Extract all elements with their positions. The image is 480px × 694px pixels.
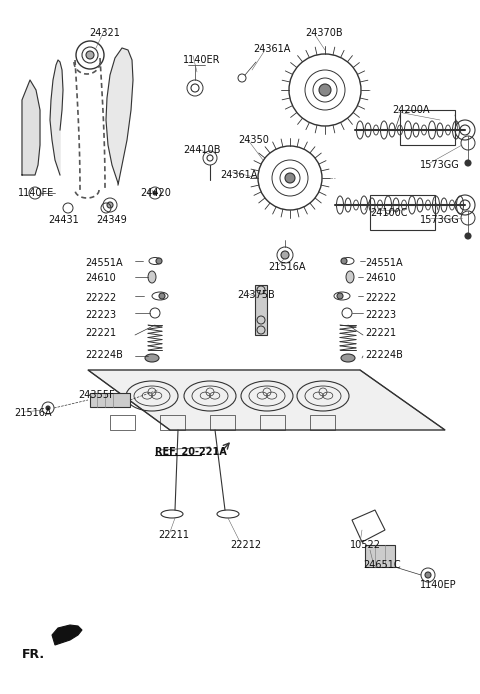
Bar: [255, 285, 267, 335]
Circle shape: [465, 233, 471, 239]
Text: 24370B: 24370B: [305, 28, 343, 38]
Bar: [110, 415, 135, 430]
Text: 24410B: 24410B: [183, 145, 220, 155]
Circle shape: [159, 293, 165, 299]
Text: 22224B: 22224B: [85, 350, 123, 360]
Text: 10522: 10522: [350, 540, 381, 550]
Text: 1140ER: 1140ER: [183, 55, 220, 65]
Circle shape: [425, 572, 431, 578]
Polygon shape: [106, 48, 133, 185]
Text: 24610: 24610: [365, 273, 396, 283]
Text: REF. 20-221A: REF. 20-221A: [155, 447, 227, 457]
Text: 22223: 22223: [365, 310, 396, 320]
Ellipse shape: [145, 354, 159, 362]
Text: 1140FE: 1140FE: [18, 188, 54, 198]
Text: 22222: 22222: [365, 293, 396, 303]
Bar: [160, 415, 185, 430]
Polygon shape: [50, 60, 63, 175]
Text: 22211: 22211: [158, 530, 189, 540]
Text: 22223: 22223: [85, 310, 116, 320]
Circle shape: [341, 258, 347, 264]
Polygon shape: [52, 625, 82, 645]
Circle shape: [107, 202, 113, 208]
Ellipse shape: [346, 271, 354, 283]
Text: 22224B: 22224B: [365, 350, 403, 360]
Bar: [400, 110, 455, 145]
Polygon shape: [22, 80, 40, 175]
Text: 24361A: 24361A: [253, 44, 290, 54]
Text: 22221: 22221: [365, 328, 396, 338]
Circle shape: [285, 173, 295, 183]
Circle shape: [337, 293, 343, 299]
Bar: [365, 545, 395, 567]
Text: 24551A: 24551A: [85, 258, 122, 268]
Polygon shape: [88, 370, 445, 430]
Text: 22221: 22221: [85, 328, 116, 338]
Text: 21516A: 21516A: [14, 408, 51, 418]
Circle shape: [153, 191, 157, 195]
Text: 1140EP: 1140EP: [420, 580, 456, 590]
Circle shape: [319, 84, 331, 96]
Text: 21516A: 21516A: [268, 262, 305, 272]
Text: 24361A: 24361A: [220, 170, 257, 180]
Bar: [310, 415, 335, 430]
Bar: [370, 195, 435, 230]
Ellipse shape: [148, 271, 156, 283]
Circle shape: [86, 51, 94, 59]
Circle shape: [281, 251, 289, 259]
Circle shape: [46, 406, 50, 410]
Text: 24610: 24610: [85, 273, 116, 283]
Circle shape: [465, 160, 471, 166]
Text: 24200A: 24200A: [392, 105, 430, 115]
Text: 22222: 22222: [85, 293, 116, 303]
Text: 24349: 24349: [96, 215, 127, 225]
Text: 1573GG: 1573GG: [420, 215, 460, 225]
Text: 24321: 24321: [90, 28, 120, 38]
Bar: [260, 415, 285, 430]
Ellipse shape: [341, 354, 355, 362]
Text: 24431: 24431: [48, 215, 79, 225]
Circle shape: [156, 258, 162, 264]
Text: 24355F: 24355F: [78, 390, 115, 400]
Bar: [90, 393, 130, 407]
Text: 24100C: 24100C: [370, 208, 408, 218]
Text: 22212: 22212: [230, 540, 261, 550]
Text: 24651C: 24651C: [363, 560, 401, 570]
Text: 24375B: 24375B: [237, 290, 275, 300]
Text: 24420: 24420: [140, 188, 171, 198]
Text: FR.: FR.: [22, 648, 45, 661]
Text: 1573GG: 1573GG: [420, 160, 460, 170]
Text: 24350: 24350: [238, 135, 269, 145]
Text: 24551A: 24551A: [365, 258, 403, 268]
Bar: [210, 415, 235, 430]
